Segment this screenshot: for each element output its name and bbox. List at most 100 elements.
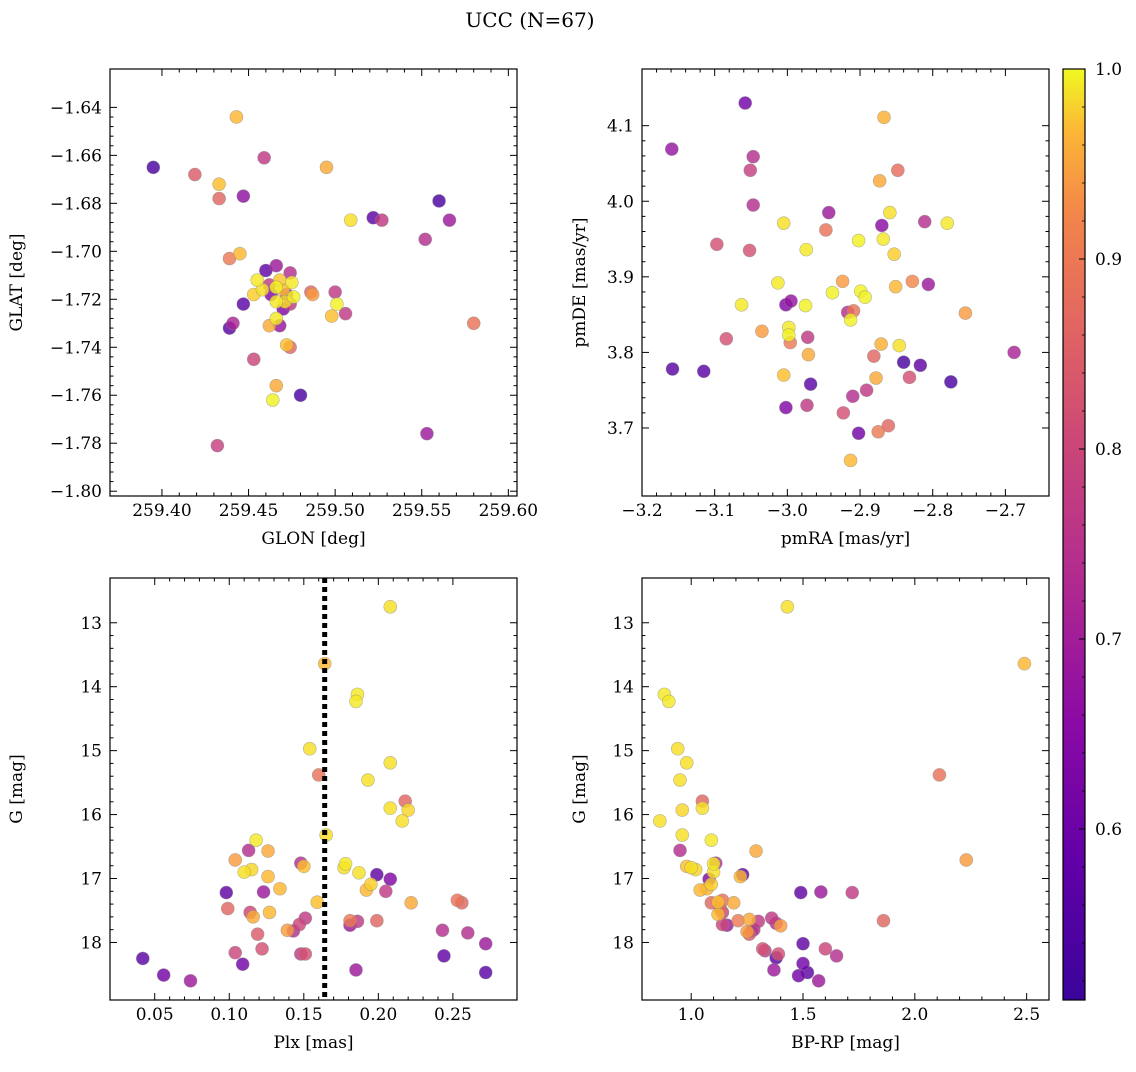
scatter-point: [776, 216, 791, 230]
scatter-point: [478, 936, 493, 951]
scatter-point: [328, 285, 342, 299]
scatter-point: [183, 974, 198, 988]
scatter-point: [836, 406, 851, 420]
scatter-point: [734, 297, 749, 312]
scatter-point: [867, 349, 881, 363]
scatter-point: [432, 194, 446, 208]
scatter-point: [135, 951, 150, 966]
scatter-point: [338, 306, 353, 321]
scatter-point: [896, 355, 911, 370]
scatter-point: [779, 400, 793, 415]
x-axis-label: BP-RP [mag]: [791, 1033, 900, 1053]
scatter-point: [859, 383, 874, 397]
scatter-point: [310, 895, 325, 909]
scatter-point: [742, 912, 757, 927]
scatter-point: [146, 160, 161, 175]
scatter-point: [800, 398, 814, 413]
axes-frame: [109, 68, 518, 497]
x-tick-label: −2.8: [912, 501, 953, 521]
scatter-point: [229, 110, 244, 124]
scatter-point: [888, 279, 903, 294]
scatter-point: [874, 337, 888, 351]
scatter-point: [892, 338, 907, 353]
scatter-point: [881, 418, 896, 433]
scatter-point: [891, 163, 905, 178]
scatter-point: [269, 294, 284, 309]
scatter-point: [478, 965, 493, 980]
scatter-point: [235, 957, 250, 971]
scatter-point: [940, 216, 955, 230]
y-tick-label: 17: [80, 870, 102, 890]
scatter-point: [803, 377, 818, 391]
scatter-point: [877, 110, 891, 125]
scatter-point: [944, 375, 958, 389]
axes-frame: [641, 577, 1050, 1001]
scatter-point: [383, 599, 398, 614]
y-tick-label: 16: [80, 806, 102, 826]
scatter-point: [733, 869, 748, 884]
scatter-point: [905, 274, 920, 289]
y-tick-label: −1.66: [50, 146, 102, 166]
scatter-point: [782, 328, 796, 342]
scatter-point: [305, 287, 320, 302]
scatter-point: [773, 919, 788, 933]
scatter-point: [249, 833, 263, 847]
scatter-point: [664, 142, 679, 156]
scatter-point: [755, 324, 769, 339]
scatter-point: [742, 243, 757, 258]
scatter-point: [420, 426, 434, 441]
scatter-point: [845, 389, 860, 404]
scatter-point: [311, 768, 326, 782]
scatter-point: [796, 936, 810, 951]
colorbar: 1.0 0.9 0.8 0.7 0.6: [1062, 60, 1122, 1001]
scatter-point: [269, 280, 284, 295]
scatter-point: [395, 814, 410, 828]
x-tick-label: −3.1: [694, 501, 735, 521]
scatter-point: [902, 370, 917, 385]
scatter-point: [704, 833, 719, 847]
scatter-point: [851, 426, 866, 441]
scatter-point: [450, 893, 465, 908]
scatter-point: [704, 877, 719, 892]
y-tick-label: 18: [612, 933, 634, 953]
scatter-point: [297, 859, 311, 874]
scatter-point: [219, 885, 234, 900]
scatter-point: [1007, 345, 1021, 360]
scatter-point: [212, 177, 226, 191]
scatter-point: [796, 956, 810, 971]
scatter-point: [710, 237, 724, 252]
scatter-point: [343, 913, 357, 928]
x-tick-label: −3.0: [767, 501, 808, 521]
scatter-point: [280, 923, 295, 938]
scatter-point: [958, 306, 973, 320]
x-axis-label: pmRA [mas/yr]: [781, 529, 910, 549]
scatter-point: [188, 167, 202, 182]
scatter-point: [361, 773, 375, 787]
scatter-point: [233, 246, 247, 261]
y-axis-label: pmDE [mas/yr]: [570, 217, 590, 347]
x-tick-label: 0.20: [359, 1005, 397, 1025]
x-tick-label: 0.10: [210, 1005, 248, 1025]
scatter-point: [461, 926, 475, 940]
scatter-point: [262, 905, 277, 920]
scatter-point: [835, 274, 850, 289]
y-axis-label: G [mag]: [570, 754, 590, 823]
y-tick-label: −1.64: [50, 98, 102, 118]
scatter-point: [696, 364, 711, 379]
scatter-point: [662, 694, 676, 709]
scatter-point: [418, 232, 433, 247]
scatter-point: [801, 347, 816, 362]
scatter-point: [711, 895, 725, 909]
scatter-point: [285, 275, 299, 290]
scatter-point: [798, 298, 813, 313]
y-tick-label: −1.70: [50, 242, 102, 262]
scatter-point: [442, 213, 457, 227]
scatter-point: [799, 242, 814, 257]
scatter-point: [843, 313, 858, 327]
x-axis-label: Plx [mas]: [273, 1033, 353, 1053]
ticks: [110, 578, 517, 1000]
scatter-point: [784, 294, 798, 308]
scatter-points: [135, 599, 493, 988]
scatter-point: [257, 150, 271, 165]
scatter-point: [330, 297, 344, 311]
